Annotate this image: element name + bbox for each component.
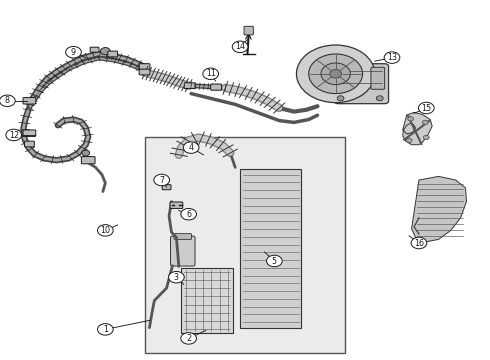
Circle shape xyxy=(66,46,81,58)
Circle shape xyxy=(376,96,383,101)
Circle shape xyxy=(384,52,400,63)
Circle shape xyxy=(418,102,434,114)
Circle shape xyxy=(203,68,219,80)
Circle shape xyxy=(406,138,412,143)
Circle shape xyxy=(100,48,110,55)
FancyBboxPatch shape xyxy=(90,47,99,52)
Text: 12: 12 xyxy=(9,131,19,140)
Text: 13: 13 xyxy=(387,53,397,62)
Circle shape xyxy=(82,150,90,156)
Text: 15: 15 xyxy=(421,104,431,113)
Circle shape xyxy=(330,69,342,78)
Text: 16: 16 xyxy=(414,239,424,248)
Text: 7: 7 xyxy=(159,176,164,185)
Circle shape xyxy=(169,271,184,283)
FancyBboxPatch shape xyxy=(181,268,233,333)
Text: 11: 11 xyxy=(206,69,216,78)
FancyBboxPatch shape xyxy=(371,67,385,89)
FancyBboxPatch shape xyxy=(334,64,389,104)
Text: 8: 8 xyxy=(5,96,10,105)
Circle shape xyxy=(181,208,196,220)
Text: 14: 14 xyxy=(235,42,245,51)
FancyBboxPatch shape xyxy=(108,51,118,57)
Circle shape xyxy=(267,255,282,267)
FancyBboxPatch shape xyxy=(174,234,192,239)
FancyBboxPatch shape xyxy=(23,98,36,104)
Circle shape xyxy=(408,117,414,121)
Polygon shape xyxy=(412,176,466,242)
FancyBboxPatch shape xyxy=(23,130,36,136)
Circle shape xyxy=(423,135,429,140)
Circle shape xyxy=(337,96,344,101)
Polygon shape xyxy=(403,112,432,145)
Text: 1: 1 xyxy=(103,325,108,334)
Circle shape xyxy=(0,95,15,107)
Circle shape xyxy=(181,333,196,344)
Circle shape xyxy=(183,142,199,153)
Circle shape xyxy=(232,41,248,53)
FancyBboxPatch shape xyxy=(24,141,34,147)
Circle shape xyxy=(98,225,113,236)
Text: 2: 2 xyxy=(186,334,191,343)
FancyBboxPatch shape xyxy=(244,26,253,35)
Circle shape xyxy=(422,120,428,125)
FancyBboxPatch shape xyxy=(170,202,183,208)
FancyBboxPatch shape xyxy=(139,64,150,69)
FancyBboxPatch shape xyxy=(145,137,345,353)
Circle shape xyxy=(321,63,350,85)
FancyBboxPatch shape xyxy=(139,69,150,75)
Circle shape xyxy=(296,45,375,103)
Text: 5: 5 xyxy=(272,256,277,266)
Text: 9: 9 xyxy=(71,48,76,57)
FancyBboxPatch shape xyxy=(81,157,95,164)
Circle shape xyxy=(309,54,363,94)
Circle shape xyxy=(154,174,170,186)
FancyBboxPatch shape xyxy=(211,84,221,90)
FancyBboxPatch shape xyxy=(171,236,195,266)
Text: 6: 6 xyxy=(186,210,191,219)
Circle shape xyxy=(411,237,427,249)
Circle shape xyxy=(98,324,113,335)
FancyBboxPatch shape xyxy=(184,83,195,89)
FancyBboxPatch shape xyxy=(240,169,301,328)
Text: 10: 10 xyxy=(100,226,110,235)
FancyBboxPatch shape xyxy=(162,185,171,190)
Circle shape xyxy=(6,129,22,141)
Text: 3: 3 xyxy=(174,273,179,282)
Text: 4: 4 xyxy=(189,143,194,152)
